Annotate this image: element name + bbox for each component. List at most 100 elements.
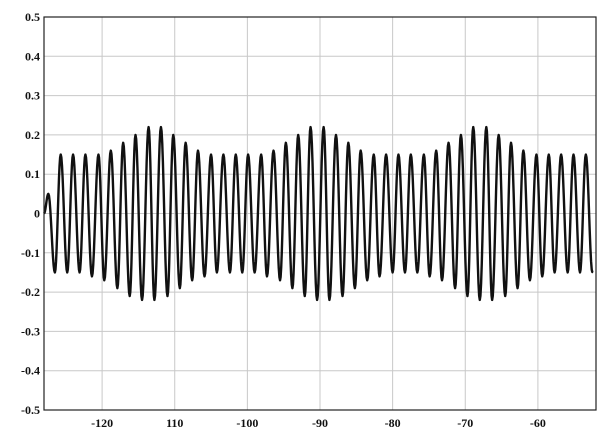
- peak-point: [134, 134, 137, 136]
- peak-point: [297, 134, 300, 136]
- trough-point: [478, 299, 481, 301]
- trough-point: [391, 271, 394, 274]
- peak-point: [397, 153, 400, 156]
- trough-point: [341, 295, 344, 297]
- y-tick-label: 0.5: [25, 10, 40, 24]
- peak-point: [335, 134, 337, 136]
- peak-point: [522, 149, 525, 152]
- x-axis-ticks: -120 110 -100 -90 -80 -70 -60: [91, 416, 546, 430]
- trough-point: [216, 271, 218, 274]
- x-tick-label: -80: [385, 416, 401, 430]
- y-tick-label: -0.2: [21, 285, 40, 299]
- trough-point: [191, 279, 193, 282]
- trough-point: [291, 287, 294, 289]
- y-tick-label: 0.1: [25, 167, 40, 181]
- peak-point: [160, 126, 162, 128]
- peak-point: [447, 141, 450, 144]
- trough-point: [328, 299, 331, 301]
- y-tick-label: -0.4: [21, 364, 40, 378]
- peak-point: [485, 126, 488, 128]
- trough-point: [378, 275, 381, 278]
- peak-point: [497, 134, 500, 136]
- y-tick-label: -0.5: [21, 403, 40, 417]
- trough-point: [566, 271, 569, 274]
- peak-point: [272, 149, 275, 152]
- x-tick-label: 110: [166, 416, 183, 430]
- peak-point: [222, 153, 225, 156]
- peak-point: [309, 126, 312, 128]
- peak-point: [535, 153, 538, 156]
- trough-point: [354, 287, 356, 289]
- peak-point: [322, 126, 325, 128]
- peak-point: [84, 153, 87, 156]
- peak-point: [97, 153, 100, 156]
- y-axis-ticks: 0.5 0.4 0.3 0.2 0.1 0 -0.1 -0.2 -0.3 -0.4 -0.5: [21, 10, 40, 417]
- peak-point: [172, 134, 175, 136]
- peak-point: [409, 153, 412, 156]
- peak-point: [359, 149, 362, 152]
- peak-point: [435, 149, 438, 152]
- trough-point: [128, 295, 131, 297]
- x-tick-label: -120: [91, 416, 113, 430]
- x-tick-label: -90: [312, 416, 328, 430]
- trough-point: [253, 271, 256, 274]
- trough-point: [466, 295, 469, 297]
- trough-point: [454, 287, 456, 289]
- y-tick-label: 0.2: [25, 128, 40, 142]
- x-tick-label: -100: [236, 416, 258, 430]
- trough-point: [266, 275, 268, 278]
- peak-point: [285, 141, 287, 144]
- peak-point: [210, 153, 212, 156]
- trough-point: [316, 299, 318, 301]
- peak-point: [372, 153, 375, 156]
- peak-point: [47, 193, 50, 195]
- trough-point: [78, 271, 81, 274]
- trough-point: [366, 279, 369, 282]
- trough-point: [241, 271, 244, 274]
- trough-point: [516, 287, 519, 289]
- peak-point: [572, 153, 575, 156]
- peak-point: [72, 153, 74, 156]
- trough-point: [441, 279, 443, 282]
- x-tick-label: -70: [457, 416, 473, 430]
- peak-point: [110, 149, 112, 152]
- peak-point: [122, 141, 124, 144]
- peak-point: [585, 153, 587, 156]
- trough-point: [529, 279, 531, 282]
- trough-point: [579, 271, 581, 274]
- peak-point: [423, 153, 425, 156]
- peak-point: [560, 153, 562, 156]
- trough-point: [179, 287, 181, 289]
- trough-point: [553, 271, 556, 274]
- y-tick-label: -0.3: [21, 324, 40, 338]
- trough-point: [103, 279, 106, 282]
- trough-point: [166, 295, 169, 297]
- peak-point: [59, 153, 62, 156]
- trough-point: [229, 271, 231, 274]
- trough-point: [504, 295, 507, 297]
- trough-point: [66, 271, 69, 274]
- trough-point: [404, 271, 406, 274]
- trough-point: [153, 299, 156, 301]
- trough-point: [54, 271, 56, 274]
- trough-point: [203, 275, 206, 278]
- trough-point: [428, 275, 431, 278]
- y-tick-label: 0.3: [25, 89, 40, 103]
- signal-layer: [43, 125, 594, 302]
- trough-point: [141, 299, 143, 301]
- peak-point: [197, 149, 199, 152]
- y-tick-label: 0: [34, 207, 40, 221]
- peak-point: [260, 153, 262, 156]
- peak-point: [147, 126, 150, 128]
- peak-point: [472, 126, 475, 128]
- y-tick-label: 0.4: [25, 49, 40, 63]
- trough-point: [303, 295, 306, 297]
- peak-point: [460, 134, 462, 136]
- y-tick-label: -0.1: [21, 246, 40, 260]
- trough-point: [91, 275, 93, 278]
- trough-point: [591, 271, 594, 274]
- trough-point: [416, 271, 419, 274]
- peak-point: [385, 153, 387, 156]
- peak-point: [247, 153, 249, 156]
- trough-point: [279, 279, 281, 282]
